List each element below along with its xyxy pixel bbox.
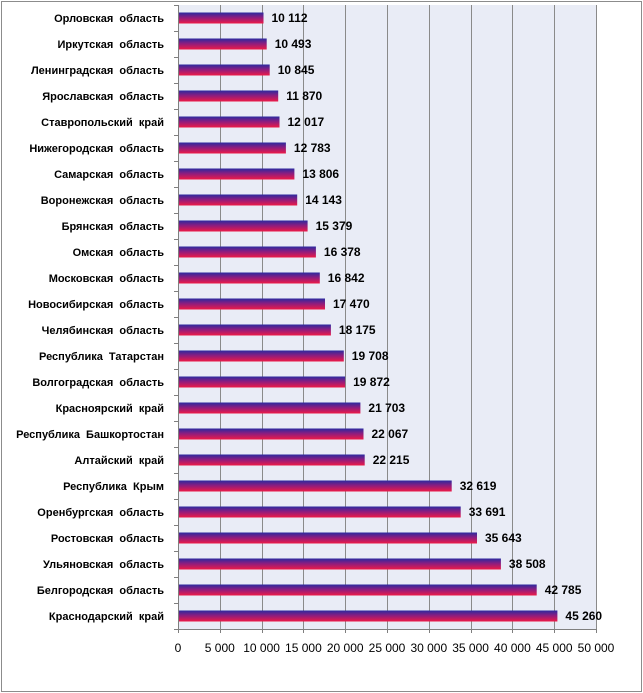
bar [179, 507, 461, 518]
x-tick-label: 35 000 [452, 641, 489, 655]
value-label: 21 703 [368, 401, 405, 415]
bar [179, 455, 365, 466]
bar [179, 143, 286, 154]
category-label: Ленинградская область [31, 65, 164, 77]
category-label: Омская область [73, 247, 165, 259]
value-label: 19 708 [352, 349, 389, 363]
x-tick-label: 45 000 [536, 641, 573, 655]
bar [179, 351, 344, 362]
bar [179, 273, 320, 284]
value-label: 16 378 [324, 245, 361, 259]
bar [179, 221, 308, 232]
bar [179, 91, 278, 102]
value-label: 45 260 [565, 609, 602, 623]
value-label: 14 143 [305, 193, 342, 207]
category-label: Новосибирская область [28, 299, 164, 311]
chart-frame: Орловская область Иркутская область Ленинг… [1, 1, 642, 692]
value-label: 38 508 [509, 557, 546, 571]
category-label: Ярославская область [42, 91, 164, 103]
x-tick-label: 50 000 [578, 641, 615, 655]
category-label: Ставропольский край [41, 117, 164, 129]
bar [179, 169, 294, 180]
bar [179, 39, 267, 50]
value-label: 13 806 [302, 167, 339, 181]
category-label: Алтайский край [74, 455, 164, 467]
bar [179, 13, 264, 24]
bar [179, 559, 501, 570]
category-labels: Орловская область Иркутская область Ленинг… [16, 13, 164, 623]
bar [179, 429, 364, 440]
category-label: Московская область [49, 273, 165, 285]
category-label: Оренбургская область [37, 507, 164, 519]
value-label: 15 379 [316, 219, 353, 233]
category-label: Воронежская область [41, 195, 164, 207]
bar [179, 299, 325, 310]
category-label: Республика Татарстан [39, 351, 164, 363]
value-label: 32 619 [460, 479, 497, 493]
x-tick-label: 10 000 [243, 641, 280, 655]
bar [179, 481, 452, 492]
bar [179, 325, 331, 336]
x-tick-label: 15 000 [285, 641, 322, 655]
value-label: 22 067 [372, 427, 409, 441]
bar [179, 533, 477, 544]
value-label: 17 470 [333, 297, 370, 311]
category-label: Республика Крым [63, 481, 164, 493]
bar [179, 247, 316, 258]
category-label: Ростовская область [51, 533, 164, 545]
x-tick-label: 40 000 [494, 641, 531, 655]
value-label: 19 872 [353, 375, 390, 389]
bar [179, 403, 360, 414]
value-label: 33 691 [469, 505, 506, 519]
category-label: Нижегородская область [29, 143, 164, 155]
bar [179, 585, 537, 596]
x-tick-label: 30 000 [410, 641, 447, 655]
x-tick-label: 5 000 [205, 641, 235, 655]
value-label: 35 643 [485, 531, 522, 545]
value-label: 12 017 [288, 115, 325, 129]
value-label: 11 870 [286, 89, 322, 103]
category-label: Челябинская область [42, 325, 165, 337]
category-label: Белгородская область [37, 585, 164, 597]
bar-chart: Орловская область Иркутская область Ленинг… [2, 2, 641, 691]
bar [179, 377, 345, 388]
category-label: Самарская область [54, 169, 164, 181]
category-label: Краснодарский край [49, 611, 164, 623]
value-label: 18 175 [339, 323, 376, 337]
category-label: Брянская область [62, 221, 165, 233]
category-label: Красноярский край [56, 403, 164, 415]
x-tick-label: 20 000 [327, 641, 364, 655]
value-label: 16 842 [328, 271, 365, 285]
tick-labels: 0 5 000 10 000 15 000 20 000 25 000 30 000 35 0… [175, 641, 615, 655]
bar [179, 195, 297, 206]
category-label: Иркутская область [57, 39, 164, 51]
value-label: 10 845 [278, 63, 315, 77]
value-label: 22 215 [373, 453, 410, 467]
category-label: Орловская область [54, 13, 164, 25]
category-label: Республика Башкортостан [16, 429, 164, 441]
value-label: 10 493 [275, 37, 312, 51]
value-label: 12 783 [294, 141, 331, 155]
value-label: 42 785 [545, 583, 582, 597]
bar [179, 117, 280, 128]
x-tick-label: 25 000 [369, 641, 406, 655]
value-label: 10 112 [272, 11, 308, 25]
bar [179, 611, 557, 622]
bar [179, 65, 270, 76]
category-label: Ульяновская область [43, 559, 164, 571]
x-tick-label: 0 [175, 641, 182, 655]
category-label: Волгоградская область [32, 377, 164, 389]
